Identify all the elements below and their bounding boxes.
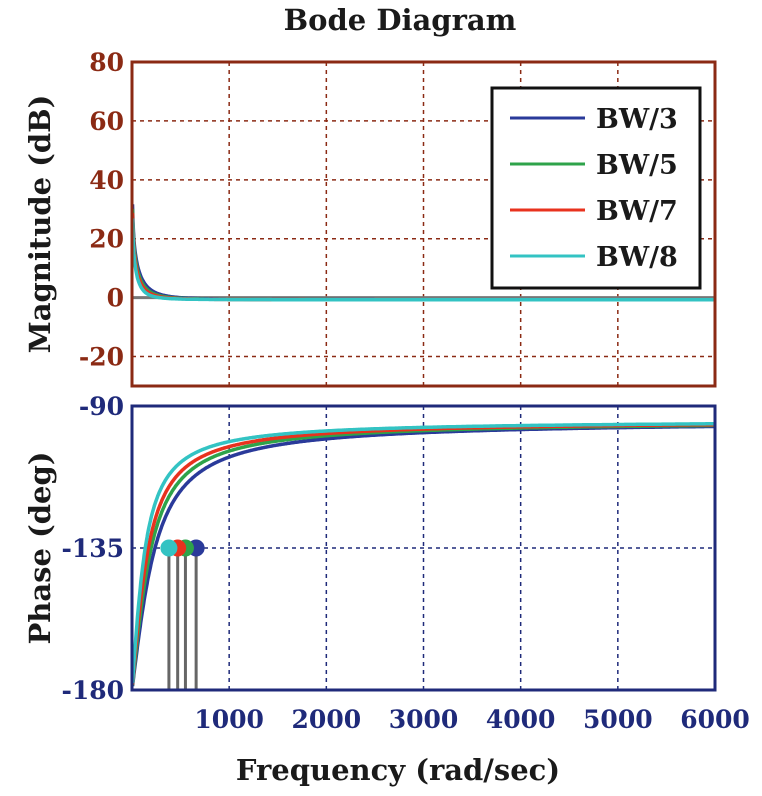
phase-panel: -90 -135 -180 Phase (deg) bbox=[23, 392, 717, 705]
magnitude-tick-label: 60 bbox=[89, 107, 124, 136]
phase-tick-label: -180 bbox=[61, 676, 124, 705]
crossover-drop-lines bbox=[167, 548, 198, 690]
legend-label-BW-3: BW/3 bbox=[596, 104, 678, 135]
crossover-marker-BW-8 bbox=[160, 539, 178, 557]
magnitude-ylabel: Magnitude (dB) bbox=[23, 95, 57, 354]
magnitude-tick-label: 40 bbox=[89, 166, 124, 195]
legend-label-BW-8: BW/8 bbox=[596, 242, 678, 273]
x-tick-labels: 1000 2000 3000 4000 5000 6000 bbox=[194, 705, 749, 734]
phase-tick-labels: -90 -135 -180 bbox=[61, 392, 124, 705]
magnitude-tick-label: 80 bbox=[89, 48, 124, 77]
x-tick-label: 3000 bbox=[389, 705, 459, 734]
x-tick-label: 4000 bbox=[486, 705, 556, 734]
x-tick-label: 1000 bbox=[194, 705, 264, 734]
magnitude-tick-label: 20 bbox=[89, 225, 124, 254]
legend: BW/3 BW/5 BW/7 BW/8 bbox=[490, 86, 702, 290]
x-tick-label: 5000 bbox=[583, 705, 653, 734]
phase-series bbox=[130, 422, 715, 687]
phase-tick-label: -90 bbox=[79, 392, 124, 421]
magnitude-series bbox=[130, 204, 715, 302]
phase-tick-label: -135 bbox=[61, 534, 124, 563]
x-tick-label: 6000 bbox=[680, 705, 750, 734]
x-axis-label: Frequency (rad/sec) bbox=[236, 753, 560, 787]
chart-title: Bode Diagram bbox=[284, 3, 517, 37]
legend-label-BW-5: BW/5 bbox=[596, 150, 678, 181]
phase-line-BW-8 bbox=[130, 422, 715, 684]
magnitude-frame bbox=[130, 60, 717, 388]
legend-label-BW-7: BW/7 bbox=[596, 196, 678, 227]
magnitude-tick-label: 0 bbox=[107, 284, 124, 313]
magnitude-panel: 80 60 40 20 0 -20 Magnitude (dB) BW/3 BW/5 BW/7… bbox=[23, 48, 717, 388]
magnitude-tick-label: -20 bbox=[79, 343, 124, 372]
magnitude-tick-labels: 80 60 40 20 0 -20 bbox=[79, 48, 124, 372]
phase-frame bbox=[130, 404, 717, 692]
phase-grid bbox=[132, 406, 715, 690]
x-tick-label: 2000 bbox=[292, 705, 362, 734]
crossover-markers bbox=[160, 539, 205, 557]
magnitude-line-BW-8 bbox=[130, 218, 715, 302]
phase-ylabel: Phase (deg) bbox=[23, 451, 57, 644]
